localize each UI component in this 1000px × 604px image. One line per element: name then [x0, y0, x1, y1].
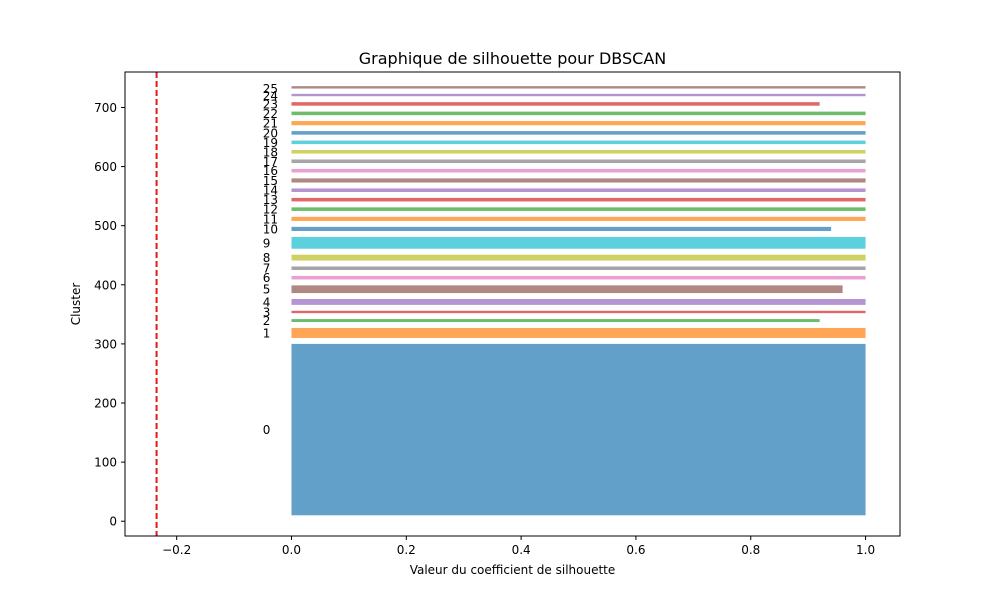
y-axis-label: Cluster [69, 283, 83, 326]
x-tick-label: 0.2 [397, 543, 416, 557]
x-tick-label: 0.4 [512, 543, 531, 557]
silhouette-bar-cluster-21 [291, 121, 866, 126]
silhouette-bar-cluster-23 [291, 102, 820, 106]
cluster-label: 20 [263, 126, 278, 140]
silhouette-bar-cluster-8 [291, 254, 866, 261]
cluster-label: 4 [263, 295, 271, 309]
y-tick-label: 500 [94, 219, 117, 233]
silhouette-bar-cluster-15 [291, 178, 866, 183]
y-tick-label: 700 [94, 101, 117, 115]
cluster-label: 7 [263, 262, 271, 276]
cluster-label: 2 [263, 314, 271, 328]
chart-title: Graphique de silhouette pour DBSCAN [359, 49, 666, 68]
silhouette-bar-cluster-22 [291, 111, 866, 116]
silhouette-bar-cluster-3 [291, 310, 866, 314]
silhouette-bar-cluster-7 [291, 266, 866, 271]
cluster-label: 24 [263, 89, 278, 103]
plot-frame [124, 71, 901, 537]
x-tick-label: 0.0 [282, 543, 301, 557]
silhouette-bars [291, 86, 866, 516]
cluster-label: 10 [263, 222, 278, 236]
cluster-label: 5 [263, 283, 271, 297]
cluster-label: 21 [263, 117, 278, 131]
y-tick-label: 0 [109, 515, 117, 529]
silhouette-bar-cluster-2 [291, 319, 820, 323]
cluster-label: 11 [263, 212, 278, 226]
x-tick-label: 0.8 [741, 543, 760, 557]
cluster-label: 19 [263, 136, 278, 150]
y-tick-label: 100 [94, 456, 117, 470]
silhouette-bar-cluster-25 [291, 86, 866, 89]
x-tick-label: −0.2 [162, 543, 191, 557]
cluster-label: 17 [263, 155, 278, 169]
silhouette-bar-cluster-20 [291, 131, 866, 135]
silhouette-bar-cluster-13 [291, 197, 866, 202]
cluster-label: 9 [263, 236, 271, 250]
silhouette-bar-cluster-17 [291, 159, 866, 164]
cluster-label: 18 [263, 145, 278, 159]
silhouette-bar-cluster-18 [291, 150, 866, 154]
silhouette-bar-cluster-0 [291, 343, 866, 516]
silhouette-bar-cluster-24 [291, 93, 866, 97]
y-tick-label: 200 [94, 397, 117, 411]
cluster-label: 16 [263, 164, 278, 178]
y-tick-label: 600 [94, 160, 117, 174]
x-axis-ticks: −0.2 0.0 0.2 0.4 0.6 0.8 1.0 [162, 536, 875, 557]
cluster-label: 8 [263, 251, 271, 265]
cluster-label: 15 [263, 174, 278, 188]
silhouette-bar-cluster-10 [291, 226, 832, 232]
silhouette-bar-cluster-16 [291, 168, 866, 173]
silhouette-bar-cluster-4 [291, 298, 866, 305]
cluster-label: 12 [263, 203, 278, 217]
silhouette-bar-cluster-12 [291, 207, 866, 211]
y-tick-label: 400 [94, 278, 117, 292]
y-tick-label: 300 [94, 337, 117, 351]
cluster-label: 6 [263, 271, 271, 285]
cluster-label: 14 [263, 184, 278, 198]
silhouette-bar-cluster-9 [291, 236, 866, 249]
silhouette-bar-cluster-6 [291, 275, 866, 280]
y-axis-ticks: 0 100 200 300 400 500 600 700 [94, 101, 125, 529]
cluster-label: 23 [263, 97, 278, 111]
cluster-labels: 0123456789101112131415161718192021222324… [263, 82, 278, 437]
cluster-label: 25 [263, 82, 278, 96]
silhouette-bar-cluster-14 [291, 188, 866, 192]
x-tick-label: 1.0 [856, 543, 875, 557]
x-axis-label: Valeur du coefficient de silhouette [410, 563, 616, 577]
silhouette-bar-cluster-11 [291, 216, 866, 221]
silhouette-bar-cluster-1 [291, 327, 866, 338]
cluster-label: 1 [263, 326, 271, 340]
silhouette-bar-cluster-5 [291, 285, 843, 294]
cluster-label: 0 [263, 423, 271, 437]
cluster-label: 13 [263, 193, 278, 207]
silhouette-bar-cluster-19 [291, 140, 866, 145]
cluster-label: 22 [263, 107, 278, 121]
x-tick-label: 0.6 [626, 543, 645, 557]
cluster-label: 3 [263, 305, 271, 319]
